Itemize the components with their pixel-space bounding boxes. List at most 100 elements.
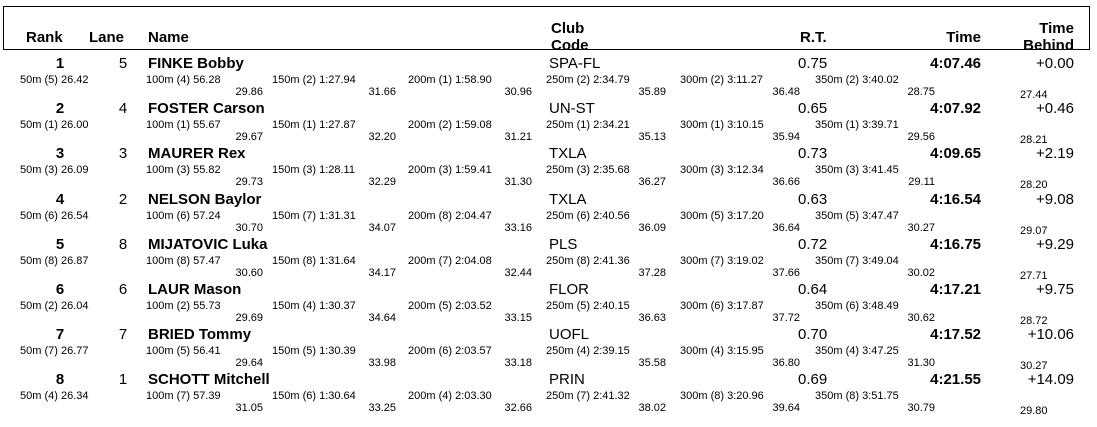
swimmer-name: NELSON Baylor bbox=[148, 190, 262, 208]
split-cumulative: 300m (7) 3:19.02 bbox=[680, 254, 764, 267]
reaction-time: 0.72 bbox=[798, 235, 828, 253]
split-lap: 33.16 bbox=[504, 221, 532, 234]
split-last-lap: 28.21 bbox=[1020, 134, 1048, 147]
split-lap: 36.27 bbox=[638, 176, 666, 189]
split-cell: 250m (6) 2:40.56 36.09 bbox=[546, 210, 666, 234]
split-lap: 29.67 bbox=[235, 131, 263, 144]
split-cumulative: 300m (1) 3:10.15 bbox=[680, 119, 764, 132]
split-cumulative: 150m (8) 1:31.64 bbox=[272, 254, 356, 267]
swimmer-name: MAURER Rex bbox=[148, 145, 246, 163]
lane-cell: 7 bbox=[118, 326, 128, 344]
split-cumulative: 100m (7) 57.39 bbox=[146, 390, 221, 403]
split-cell: 250m (8) 2:41.36 37.28 bbox=[546, 255, 666, 279]
split-last-lap: 29.80 bbox=[1020, 405, 1048, 418]
time-behind: +9.75 bbox=[1036, 281, 1074, 298]
split-cumulative: 150m (5) 1:30.39 bbox=[272, 345, 356, 358]
split-cumulative: 100m (5) 56.41 bbox=[146, 345, 221, 358]
split-cell: 300m (7) 3:19.02 37.66 bbox=[680, 255, 800, 279]
split-cumulative: 100m (3) 55.82 bbox=[146, 164, 221, 177]
split-cell: 250m (3) 2:35.68 36.27 bbox=[546, 164, 666, 188]
header-rank: Rank bbox=[26, 29, 63, 46]
split-lap: 36.80 bbox=[772, 357, 800, 370]
split-cell: 350m (6) 3:48.49 30.62 bbox=[815, 300, 935, 324]
split-50m: 50m (3) 26.09 bbox=[20, 164, 89, 177]
split-lap: 35.94 bbox=[772, 131, 800, 144]
split-lap: 29.56 bbox=[907, 131, 935, 144]
split-lap: 34.07 bbox=[368, 221, 396, 234]
split-50m: 50m (8) 26.87 bbox=[20, 254, 89, 267]
split-cell: 150m (1) 1:27.87 32.20 bbox=[272, 119, 396, 143]
split-cumulative: 250m (2) 2:34.79 bbox=[546, 74, 630, 86]
split-lap: 33.18 bbox=[504, 357, 532, 370]
split-cumulative: 200m (2) 1:59.08 bbox=[408, 119, 492, 132]
split-cumulative: 250m (3) 2:35.68 bbox=[546, 164, 630, 177]
reaction-time: 0.64 bbox=[798, 281, 828, 298]
time-behind: +9.08 bbox=[1036, 190, 1074, 208]
split-cumulative: 100m (2) 55.73 bbox=[146, 300, 221, 312]
split-cell: 100m (6) 57.24 30.70 bbox=[146, 210, 263, 234]
split-50m: 50m (4) 26.34 bbox=[20, 390, 89, 403]
time-behind: +9.29 bbox=[1036, 235, 1074, 253]
rank-cell: 4 bbox=[55, 190, 65, 208]
time-behind: +0.46 bbox=[1036, 100, 1074, 118]
split-lap: 37.66 bbox=[772, 266, 800, 279]
table-row: 3 3 MAURER Rex TXLA 0.73 4:09.65 +2.19 50m (3) … bbox=[0, 140, 1097, 191]
split-cumulative: 200m (8) 2:04.47 bbox=[408, 209, 492, 222]
club-code: FLOR bbox=[549, 281, 590, 298]
table-row: 5 8 MIJATOVIC Luka PLS 0.72 4:16.75 +9.29 50m (… bbox=[0, 231, 1097, 282]
split-cell: 150m (8) 1:31.64 34.17 bbox=[272, 255, 396, 279]
header-name: Name bbox=[148, 29, 189, 46]
split-lap: 33.98 bbox=[368, 357, 396, 370]
split-cell: 350m (4) 3:47.25 31.30 bbox=[815, 345, 935, 369]
split-lap: 34.64 bbox=[368, 312, 396, 324]
split-last-lap: 28.72 bbox=[1020, 315, 1048, 327]
split-cumulative: 300m (6) 3:17.87 bbox=[680, 300, 764, 312]
split-cumulative: 350m (8) 3:51.75 bbox=[815, 390, 899, 403]
split-cumulative: 250m (8) 2:41.36 bbox=[546, 254, 630, 267]
split-cell: 100m (8) 57.47 30.60 bbox=[146, 255, 263, 279]
split-cumulative: 150m (3) 1:28.11 bbox=[272, 164, 355, 177]
split-cumulative: 250m (7) 2:41.32 bbox=[546, 390, 630, 403]
split-last-lap: 27.44 bbox=[1020, 89, 1048, 101]
split-cumulative: 350m (4) 3:47.25 bbox=[815, 345, 899, 358]
split-cumulative: 350m (1) 3:39.71 bbox=[815, 119, 899, 132]
split-cumulative: 300m (3) 3:12.34 bbox=[680, 164, 764, 177]
split-cell: 350m (5) 3:47.47 30.27 bbox=[815, 210, 935, 234]
split-last-lap: 28.20 bbox=[1020, 179, 1048, 192]
lane-cell: 5 bbox=[118, 55, 128, 72]
split-cell: 350m (2) 3:40.02 28.75 bbox=[815, 74, 935, 98]
split-cell: 200m (4) 2:03.30 32.66 bbox=[408, 390, 532, 414]
time-behind: +10.06 bbox=[1027, 326, 1074, 344]
split-cumulative: 100m (6) 57.24 bbox=[146, 209, 221, 222]
split-cell: 200m (1) 1:58.90 30.96 bbox=[408, 74, 532, 98]
split-cell: 100m (5) 56.41 29.64 bbox=[146, 345, 263, 369]
split-last-lap: 29.07 bbox=[1020, 224, 1048, 237]
split-cell: 100m (2) 55.73 29.69 bbox=[146, 300, 263, 324]
split-lap: 31.21 bbox=[504, 131, 532, 144]
split-lap: 36.48 bbox=[772, 86, 800, 98]
split-cell: 250m (4) 2:39.15 35.58 bbox=[546, 345, 666, 369]
split-cumulative: 150m (2) 1:27.94 bbox=[272, 74, 356, 86]
split-cumulative: 150m (4) 1:30.37 bbox=[272, 300, 356, 312]
split-cumulative: 150m (1) 1:27.87 bbox=[272, 119, 356, 132]
swimmer-name: LAUR Mason bbox=[148, 281, 242, 298]
split-cumulative: 250m (6) 2:40.56 bbox=[546, 209, 630, 222]
split-cell: 200m (2) 1:59.08 31.21 bbox=[408, 119, 532, 143]
split-cell: 150m (4) 1:30.37 34.64 bbox=[272, 300, 396, 324]
split-lap: 30.70 bbox=[235, 221, 263, 234]
swimmer-name: SCHOTT Mitchell bbox=[148, 371, 270, 389]
split-lap: 30.62 bbox=[907, 312, 935, 324]
final-time: 4:09.65 bbox=[930, 145, 981, 163]
rank-cell: 1 bbox=[55, 55, 65, 72]
split-50m: 50m (6) 26.54 bbox=[20, 209, 89, 222]
split-cell: 350m (8) 3:51.75 30.79 bbox=[815, 390, 935, 414]
split-lap: 30.27 bbox=[907, 221, 935, 234]
table-row: 7 7 BRIED Tommy UOFL 0.70 4:17.52 +10.06 50m (7… bbox=[0, 321, 1097, 372]
split-cell: 300m (4) 3:15.95 36.80 bbox=[680, 345, 800, 369]
split-lap: 30.60 bbox=[235, 266, 263, 279]
rank-cell: 2 bbox=[55, 100, 65, 118]
split-cumulative: 250m (5) 2:40.15 bbox=[546, 300, 630, 312]
header-reaction-time: R.T. bbox=[800, 29, 827, 46]
swimmer-name: FOSTER Carson bbox=[148, 100, 265, 118]
rank-cell: 3 bbox=[55, 145, 65, 163]
